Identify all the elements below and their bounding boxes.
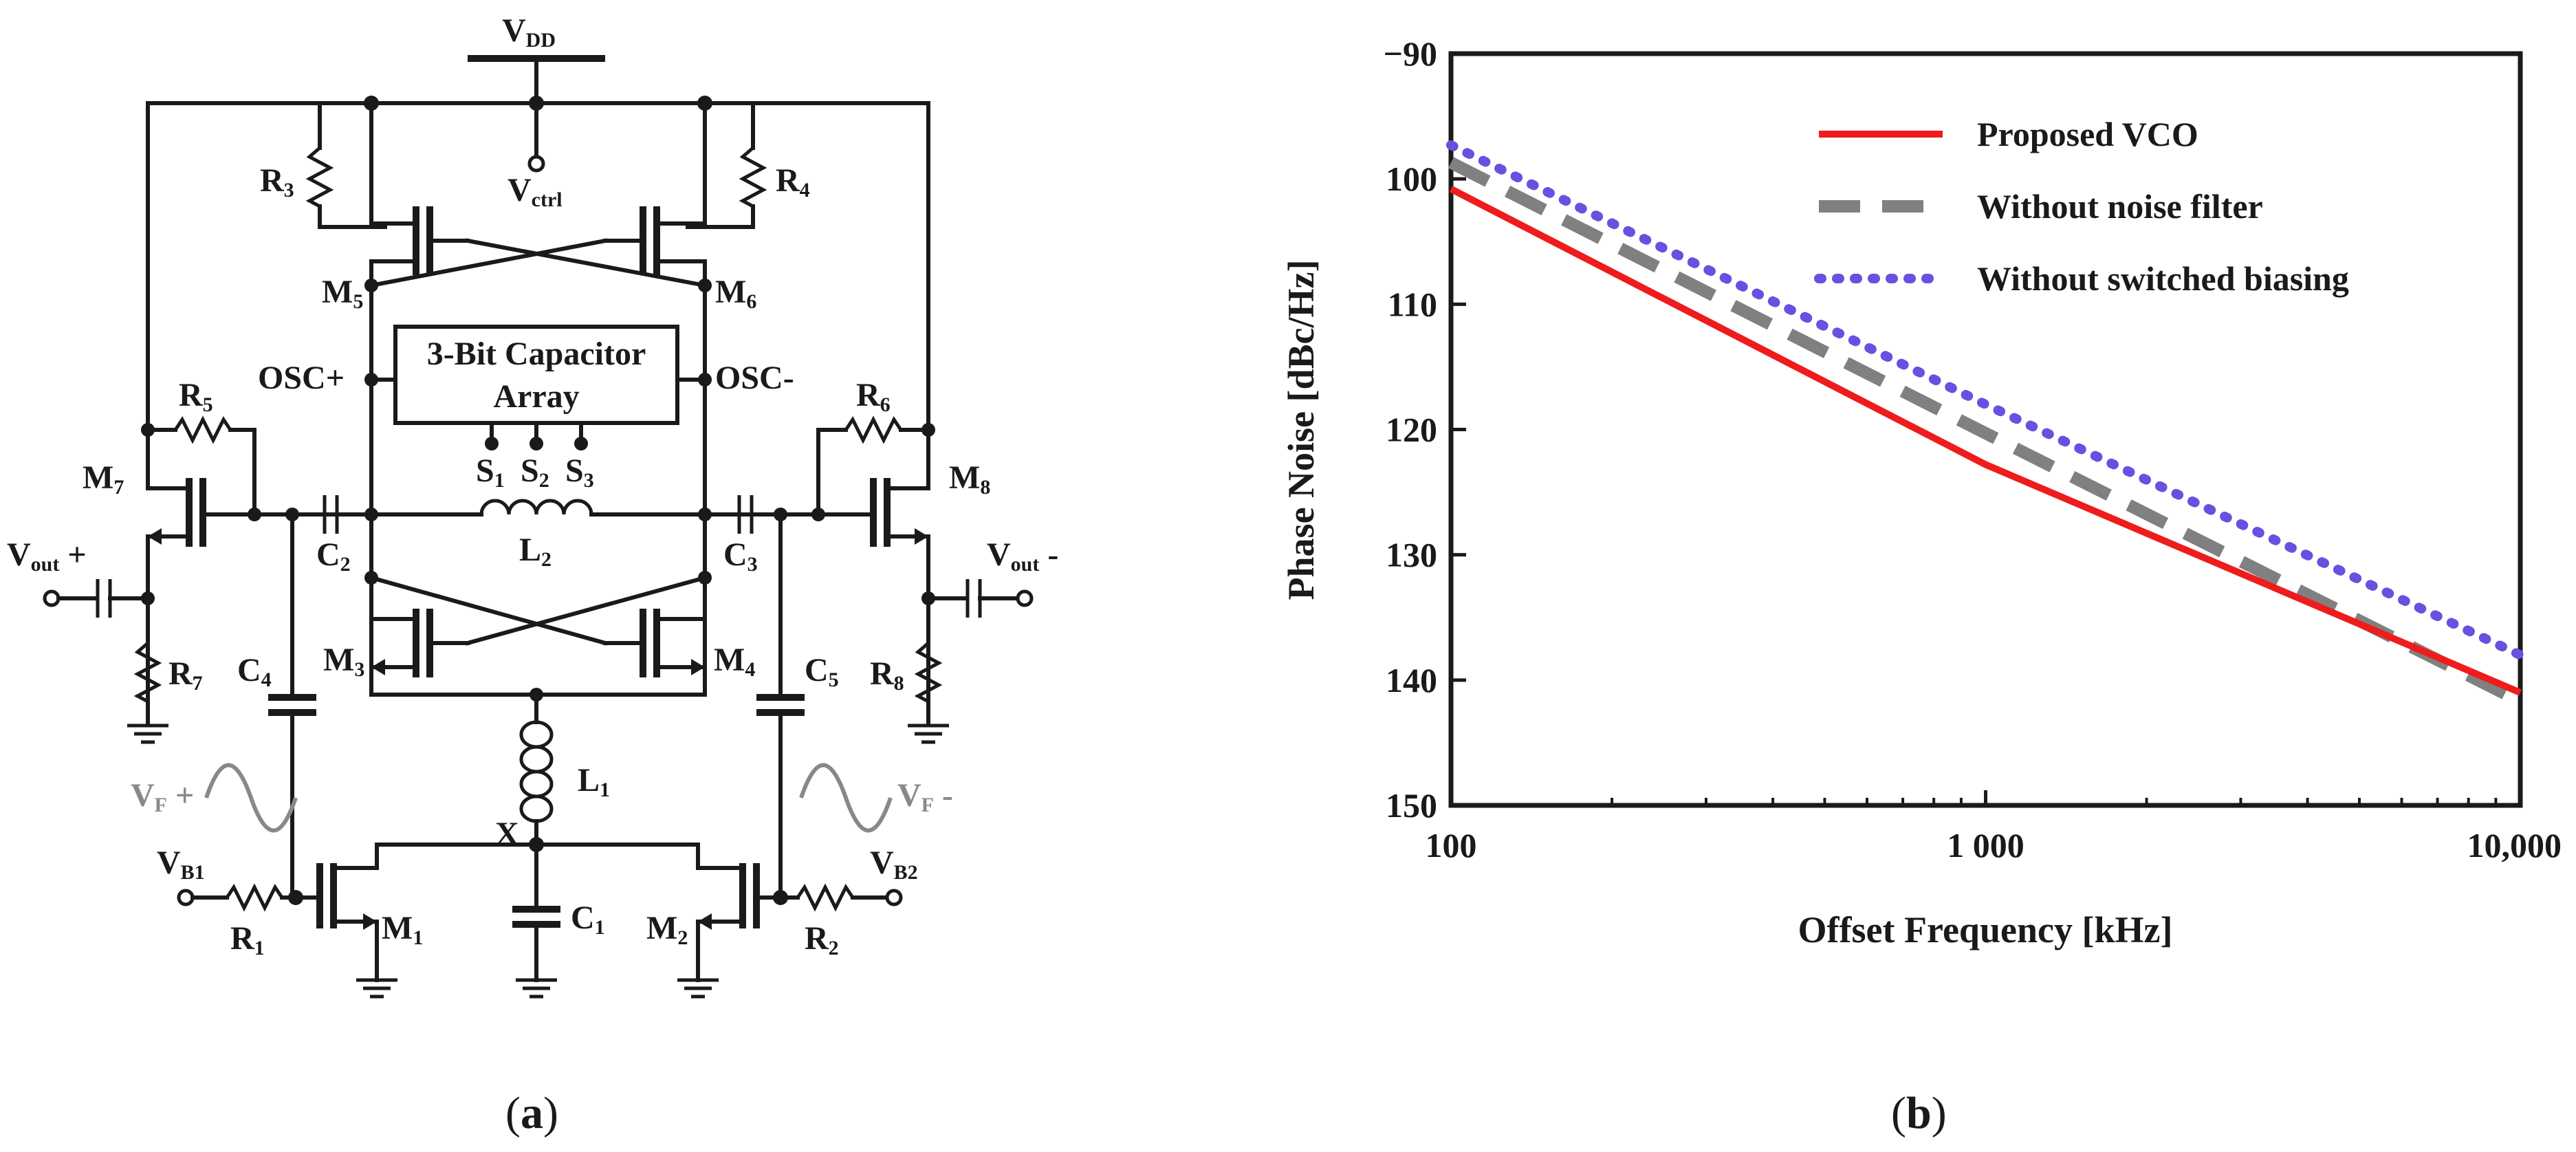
- x-tick-label: 1 000: [1947, 826, 2024, 865]
- y-tick-label: 120: [1386, 411, 1437, 449]
- label-c1: C1: [571, 900, 605, 939]
- sine-wave-vf-plus: [204, 763, 298, 833]
- label-r7: R7: [168, 655, 203, 695]
- label-m6: M6: [715, 274, 756, 313]
- y-tick-label: 130: [1386, 536, 1437, 574]
- y-axis-label: Phase Noise [dBc/Hz]: [1280, 260, 1322, 600]
- caption-a: (a): [505, 1088, 558, 1138]
- label-vb1: VB1: [157, 845, 205, 884]
- legend-label: Proposed VCO: [1977, 115, 2198, 153]
- label-r3: R3: [260, 162, 294, 202]
- label-r8: R8: [870, 655, 904, 695]
- series-layer: [1446, 140, 2525, 707]
- label-m2: M2: [646, 910, 688, 949]
- series-line-proposed-vco: [1449, 186, 2522, 696]
- label-m5: M5: [322, 274, 363, 313]
- y-tick-label: 110: [1388, 285, 1437, 323]
- x-tick-label: 10,000: [2467, 826, 2562, 865]
- label-m1: M1: [382, 910, 423, 949]
- label-vctrl: Vctrl: [507, 172, 563, 211]
- label-vout-minus: Vout -: [987, 536, 1058, 576]
- label-m4: M4: [714, 642, 755, 681]
- sine-wave-vf-minus: [799, 763, 893, 833]
- circuit-schematic: VDD Vctrl R3 R4 M5: [7, 12, 1058, 999]
- legend-label: Without switched biasing: [1977, 259, 2349, 298]
- label-m8: M8: [949, 459, 990, 499]
- label-r1: R1: [230, 920, 265, 959]
- label-osc-minus: OSC-: [715, 360, 794, 396]
- label-cap-array-line1: 3-Bit Capacitor: [427, 336, 646, 372]
- series-line-without-noise-filter: [1448, 157, 2524, 707]
- label-r4: R4: [776, 162, 810, 202]
- label-s3: S3: [565, 453, 594, 492]
- x-axis-label: Offset Frequency [kHz]: [1798, 909, 2173, 950]
- caption-b: (b): [1891, 1088, 1947, 1138]
- chart-legend: Proposed VCO Without noise filter Without …: [1814, 115, 2349, 298]
- label-r6: R6: [856, 377, 891, 416]
- label-s1: S1: [476, 453, 505, 492]
- y-tick-label: 150: [1386, 786, 1437, 825]
- label-vdd: VDD: [502, 12, 556, 52]
- label-node-x: X: [495, 816, 519, 852]
- label-r5: R5: [179, 377, 213, 416]
- label-c3: C3: [723, 536, 758, 576]
- x-tick-label: 100: [1426, 826, 1477, 865]
- label-osc-plus: OSC+: [258, 360, 345, 396]
- series-line-without-switched-biasing: [1446, 140, 2525, 660]
- label-vout-plus: Vout +: [7, 536, 87, 576]
- capacitor-array-box: [393, 325, 679, 425]
- label-r2: R2: [805, 920, 839, 959]
- label-vf-minus: VF -: [897, 777, 953, 816]
- label-vb2: VB2: [870, 845, 918, 884]
- label-m7: M7: [83, 459, 124, 499]
- label-c2: C2: [316, 536, 351, 576]
- y-tick-label: 140: [1386, 661, 1437, 699]
- label-m3: M3: [323, 642, 364, 681]
- label-c5: C5: [805, 652, 839, 691]
- label-c4: C4: [237, 652, 272, 691]
- label-vf-plus: VF +: [131, 777, 194, 816]
- legend-label: Without noise filter: [1977, 187, 2263, 226]
- y-tick-label: 100: [1386, 160, 1437, 198]
- label-s2: S2: [521, 453, 549, 492]
- y-tick-label: −90: [1384, 34, 1438, 73]
- label-cap-array-line2: Array: [493, 378, 579, 415]
- label-l1: L1: [578, 762, 610, 801]
- label-l2: L2: [519, 532, 552, 571]
